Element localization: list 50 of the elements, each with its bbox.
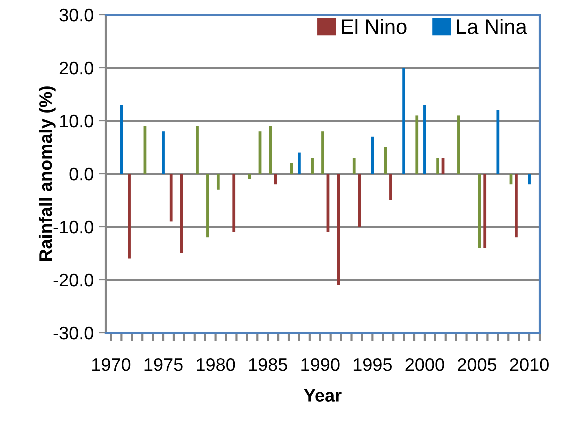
x-tick-label: 2000 [406, 358, 444, 372]
bar [458, 116, 460, 174]
x-tick-label: 1975 [144, 358, 183, 372]
x-axis-title: Year [304, 389, 342, 402]
x-tick-label: 1970 [92, 358, 131, 372]
y-tick-label: 30.0 [60, 8, 94, 22]
x-tick-label: 1985 [249, 358, 288, 372]
bar [232, 174, 236, 232]
bar [128, 174, 131, 259]
bar [371, 136, 374, 174]
y-tick-label: 10.0 [60, 114, 94, 128]
bar [216, 174, 220, 190]
x-tick-label: 2010 [510, 358, 549, 372]
bar [298, 152, 301, 174]
bar [337, 174, 340, 286]
y-axis-title: Rainfall anomaly (%) [38, 86, 56, 262]
bar [528, 174, 531, 185]
x-tick-label: 1980 [197, 358, 236, 372]
x-tick-label: 1990 [302, 358, 340, 372]
bar [170, 174, 173, 222]
legend-label: El Nino [342, 19, 407, 34]
bar [290, 163, 294, 174]
bar [484, 174, 487, 248]
bar [390, 174, 392, 200]
bar [496, 110, 500, 174]
y-tick-label: 20.0 [60, 62, 94, 75]
bar [120, 105, 124, 174]
bar [352, 158, 356, 174]
bar [162, 132, 165, 174]
x-tick-label: 2005 [458, 358, 497, 372]
bar [248, 174, 252, 180]
bar [478, 174, 482, 248]
bar [416, 116, 419, 174]
bar [180, 174, 184, 254]
x-tick-label: 1995 [354, 358, 392, 372]
bar [206, 174, 210, 238]
legend-label: La Nina [457, 19, 528, 34]
y-tick-label: -30.0 [54, 326, 94, 340]
bar [311, 158, 314, 174]
bar [274, 174, 278, 185]
y-tick-label: -10.0 [54, 220, 94, 234]
y-tick-label: 0.0 [70, 168, 94, 181]
bar [196, 126, 199, 174]
bar [322, 132, 324, 174]
bar [358, 174, 362, 227]
bar [424, 105, 426, 174]
bar [402, 68, 406, 174]
bar [436, 158, 440, 174]
y-tick-label: -20.0 [54, 274, 94, 287]
bar [515, 174, 518, 238]
